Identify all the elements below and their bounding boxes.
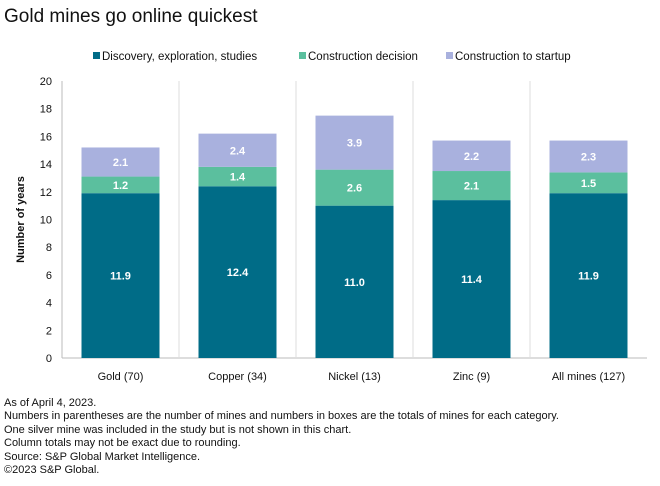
footnote: As of April 4, 2023. — [4, 397, 97, 409]
legend-swatch — [299, 52, 306, 59]
legend-swatch — [93, 52, 100, 59]
y-tick-label: 18 — [40, 104, 52, 116]
footnote: Source: S&P Global Market Intelligence. — [4, 450, 201, 463]
bar-segment — [432, 200, 511, 358]
bar-segment — [81, 176, 160, 194]
bar-segment — [81, 193, 160, 358]
y-tick-label: 12 — [40, 187, 52, 199]
y-tick-label: 20 — [40, 76, 52, 88]
data-label: 2.6 — [347, 183, 362, 195]
bar-segment — [315, 115, 394, 170]
footnotes: As of April 4, 2023. Numbers in parenthe… — [4, 397, 559, 477]
legend-label: Construction to startup — [455, 51, 571, 63]
data-label: 11.0 — [344, 277, 365, 289]
data-label: 2.3 — [581, 151, 596, 163]
y-tick-label: 0 — [46, 353, 52, 365]
y-tick-label: 8 — [46, 242, 52, 254]
legend-label: Construction decision — [308, 51, 418, 63]
bar-segment — [198, 186, 277, 358]
y-tick-label: 2 — [46, 325, 52, 337]
y-tick-label: 16 — [40, 131, 52, 143]
legend-label: Discovery, exploration, studies — [102, 51, 257, 63]
data-label: 2.1 — [464, 181, 479, 193]
data-label: 11.4 — [461, 274, 483, 286]
footnote: Numbers in parentheses are the number of… — [4, 410, 559, 423]
bar-segment — [198, 133, 277, 167]
data-label: 1.5 — [581, 178, 596, 190]
x-tick-label: Zinc (9) — [453, 371, 490, 383]
x-tick-label: Gold (70) — [98, 371, 144, 383]
data-label: 2.1 — [113, 157, 128, 169]
x-tick-label: Copper (34) — [208, 371, 267, 383]
bar-segment — [432, 171, 511, 201]
footnote: Column totals may not be exact due to ro… — [4, 437, 241, 450]
bar-segment — [81, 147, 160, 177]
bar-segment — [549, 193, 628, 358]
footnote: ©2023 S&P Global. — [4, 464, 100, 477]
footnote: One silver mine was included in the stud… — [4, 423, 352, 436]
y-axis-label: Number of years — [15, 176, 27, 263]
chart-title: Gold mines go online quickest — [4, 6, 258, 27]
bar-segment — [198, 166, 277, 187]
bar-segment — [432, 140, 511, 172]
bar-segment — [549, 140, 628, 173]
data-label: 1.4 — [230, 172, 246, 184]
x-tick-label: All mines (127) — [552, 371, 625, 383]
y-tick-label: 10 — [40, 215, 52, 227]
x-tick-label: Nickel (13) — [328, 371, 381, 383]
bar-segment — [549, 172, 628, 194]
data-label: 11.9 — [110, 271, 131, 283]
legend-swatch — [446, 52, 453, 59]
data-label: 1.2 — [113, 180, 128, 192]
y-tick-label: 6 — [46, 270, 52, 282]
bar-segment — [315, 205, 394, 358]
bar-segment — [315, 169, 394, 206]
y-tick-label: 4 — [46, 298, 52, 310]
data-label: 3.9 — [347, 138, 362, 150]
data-label: 2.4 — [230, 145, 246, 157]
data-label: 11.9 — [578, 271, 599, 283]
data-label: 12.4 — [227, 267, 249, 279]
y-tick-label: 14 — [40, 159, 52, 171]
data-label: 2.2 — [464, 151, 479, 163]
